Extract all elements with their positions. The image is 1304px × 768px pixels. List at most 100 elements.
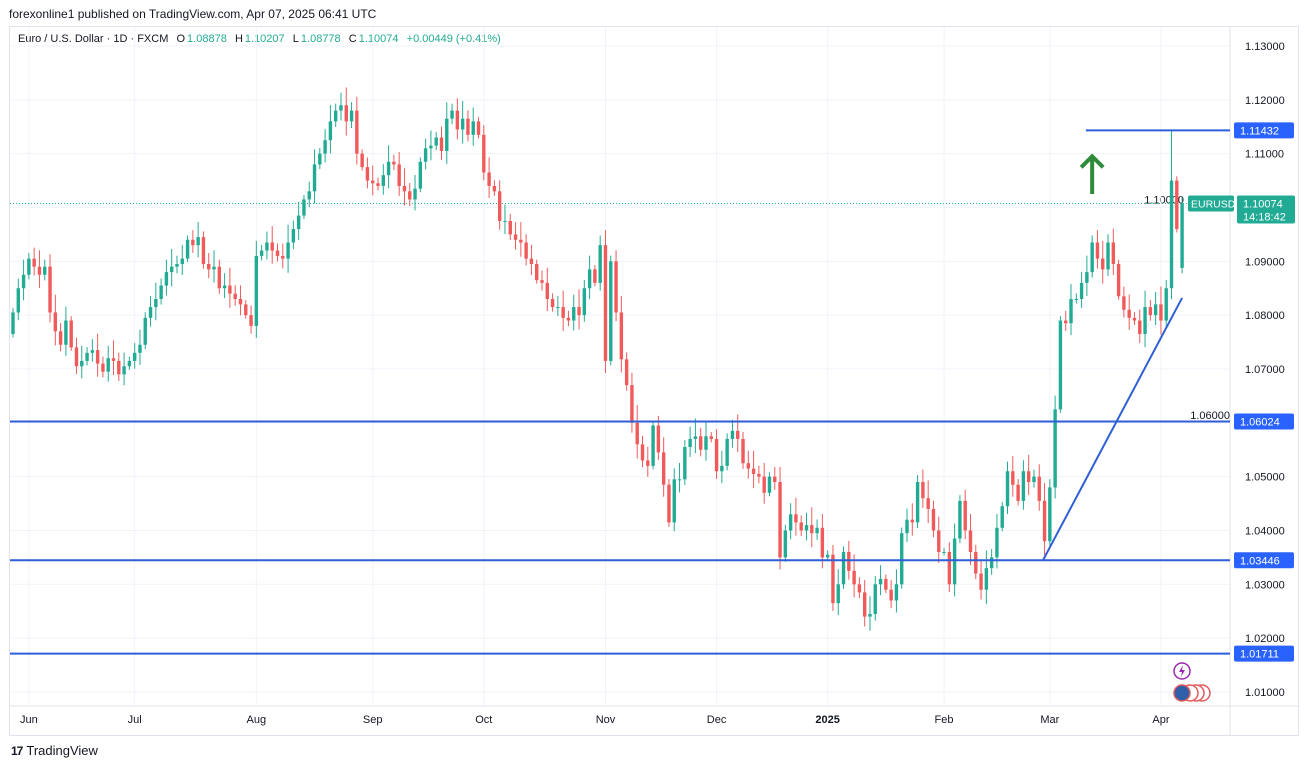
candle <box>164 259 169 296</box>
candle <box>265 231 269 260</box>
candle <box>1101 240 1105 284</box>
candle-body <box>794 514 798 523</box>
candle-body <box>1127 309 1131 318</box>
candle <box>614 250 618 322</box>
candle-body <box>1026 471 1031 483</box>
candle-body <box>1005 471 1010 507</box>
y-tick-label: 1.01000 <box>1245 687 1285 699</box>
candle-body <box>222 285 227 289</box>
candle-body <box>1138 320 1142 334</box>
candle <box>349 102 354 129</box>
candle <box>191 230 195 253</box>
candle <box>1058 316 1063 413</box>
candle-body <box>175 264 179 267</box>
candle <box>1090 235 1094 278</box>
candle <box>884 574 888 594</box>
candle <box>868 596 872 631</box>
symbol-name[interactable]: Euro / U.S. Dollar · 1D · FXCM <box>18 33 169 45</box>
candle <box>21 259 26 301</box>
candle-body <box>1101 258 1105 270</box>
candle <box>1069 283 1073 336</box>
candle-body <box>910 519 914 523</box>
candle <box>942 547 946 556</box>
candle <box>381 164 385 195</box>
candle-body <box>270 242 274 251</box>
candle <box>1132 312 1137 326</box>
candle <box>1153 292 1158 326</box>
candle-body <box>360 153 364 168</box>
candle-body <box>1069 299 1073 324</box>
candle-body <box>820 527 825 558</box>
price-chart[interactable]: 1.130001.120001.110001.100001.090001.080… <box>0 0 1304 740</box>
candle-body <box>593 269 597 283</box>
candle-body <box>699 436 703 450</box>
candle-body <box>746 463 751 469</box>
high-label: H <box>234 33 243 45</box>
candle-body <box>651 425 655 466</box>
candle-body <box>921 482 925 499</box>
candle <box>1159 286 1163 335</box>
candle-body <box>1122 296 1126 310</box>
candle-body <box>572 307 576 321</box>
candle <box>704 422 708 461</box>
tv-logo-text: TradingView <box>26 743 98 758</box>
y-tick-label: 1.02000 <box>1245 633 1285 645</box>
candle-body <box>170 266 174 273</box>
candle <box>513 222 518 250</box>
candle <box>143 312 147 350</box>
candle <box>445 102 449 165</box>
candle <box>794 497 798 536</box>
candle-body <box>212 266 216 270</box>
candle-body <box>21 274 26 289</box>
candle <box>889 579 893 609</box>
candle-body <box>741 438 745 464</box>
candle-body <box>111 358 116 361</box>
candle <box>741 431 745 469</box>
candle-body <box>117 360 121 375</box>
open-value: 1.08878 <box>187 33 227 45</box>
candle <box>254 240 259 338</box>
candle <box>69 316 73 351</box>
candle <box>460 100 465 144</box>
candle <box>371 165 375 196</box>
candle <box>355 96 359 165</box>
candle <box>296 201 301 241</box>
candle-body <box>937 530 941 553</box>
candle-body <box>878 578 883 585</box>
candle <box>1095 230 1100 269</box>
candle-body <box>291 229 296 243</box>
candle <box>476 117 481 139</box>
candle <box>915 475 920 528</box>
candle <box>492 180 497 196</box>
candle-body <box>762 476 766 493</box>
candle-body <box>249 315 253 326</box>
high-value: 1.10207 <box>244 33 285 45</box>
candle-body <box>1090 242 1094 273</box>
candle <box>974 545 978 580</box>
candle-body <box>106 358 110 372</box>
candle-body <box>265 242 269 251</box>
close-label: C <box>348 33 357 45</box>
candle-body <box>1148 307 1153 316</box>
candle-body <box>402 185 407 192</box>
candle-body <box>884 578 888 590</box>
candle <box>651 421 655 470</box>
candle-body <box>16 288 20 313</box>
candle-body <box>942 552 946 554</box>
candle <box>159 278 163 305</box>
candle <box>154 282 158 321</box>
candle-body <box>529 258 534 265</box>
candle-body <box>963 500 967 531</box>
candle <box>397 152 401 196</box>
y-tick-label: 1.11000 <box>1245 149 1284 161</box>
candle-body <box>810 525 814 534</box>
candle <box>339 92 343 121</box>
candle <box>11 308 15 338</box>
tradingview-logo[interactable]: 17 TradingView <box>11 743 98 758</box>
x-tick-label: Oct <box>475 714 492 726</box>
candle-body <box>1000 506 1004 528</box>
candle <box>746 450 751 479</box>
candle <box>1005 461 1010 514</box>
candle-body <box>857 584 862 593</box>
candle <box>593 265 597 287</box>
